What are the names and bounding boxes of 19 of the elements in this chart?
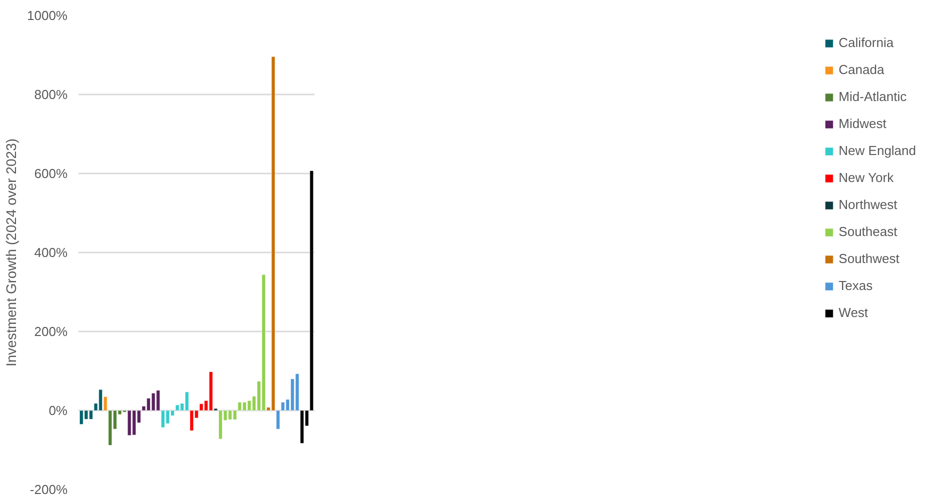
legend-label: California — [838, 35, 894, 50]
legend-label: West — [838, 305, 868, 320]
y-tick-label: 1000% — [27, 8, 68, 23]
legend-label: Texas — [838, 278, 873, 293]
y-tick-label: 200% — [34, 324, 68, 339]
legend-label: New York — [838, 170, 894, 185]
legend-label: Midwest — [838, 116, 886, 131]
legend-label: Northwest — [838, 197, 898, 212]
y-axis-title: Investment Growth (2024 over 2023) — [3, 138, 20, 367]
legend-label: Mid-Atlantic — [838, 89, 907, 104]
legend-label: New England — [838, 143, 916, 158]
y-tick-label: -200% — [30, 482, 68, 497]
y-tick-label: 600% — [34, 166, 68, 181]
y-tick-label: 0% — [48, 403, 68, 418]
y-tick-label: 800% — [34, 87, 68, 102]
y-tick-label: 400% — [34, 245, 68, 260]
legend-label: Canada — [838, 62, 884, 77]
legend-label: Southwest — [838, 251, 900, 266]
legend-label: Southeast — [838, 224, 898, 239]
